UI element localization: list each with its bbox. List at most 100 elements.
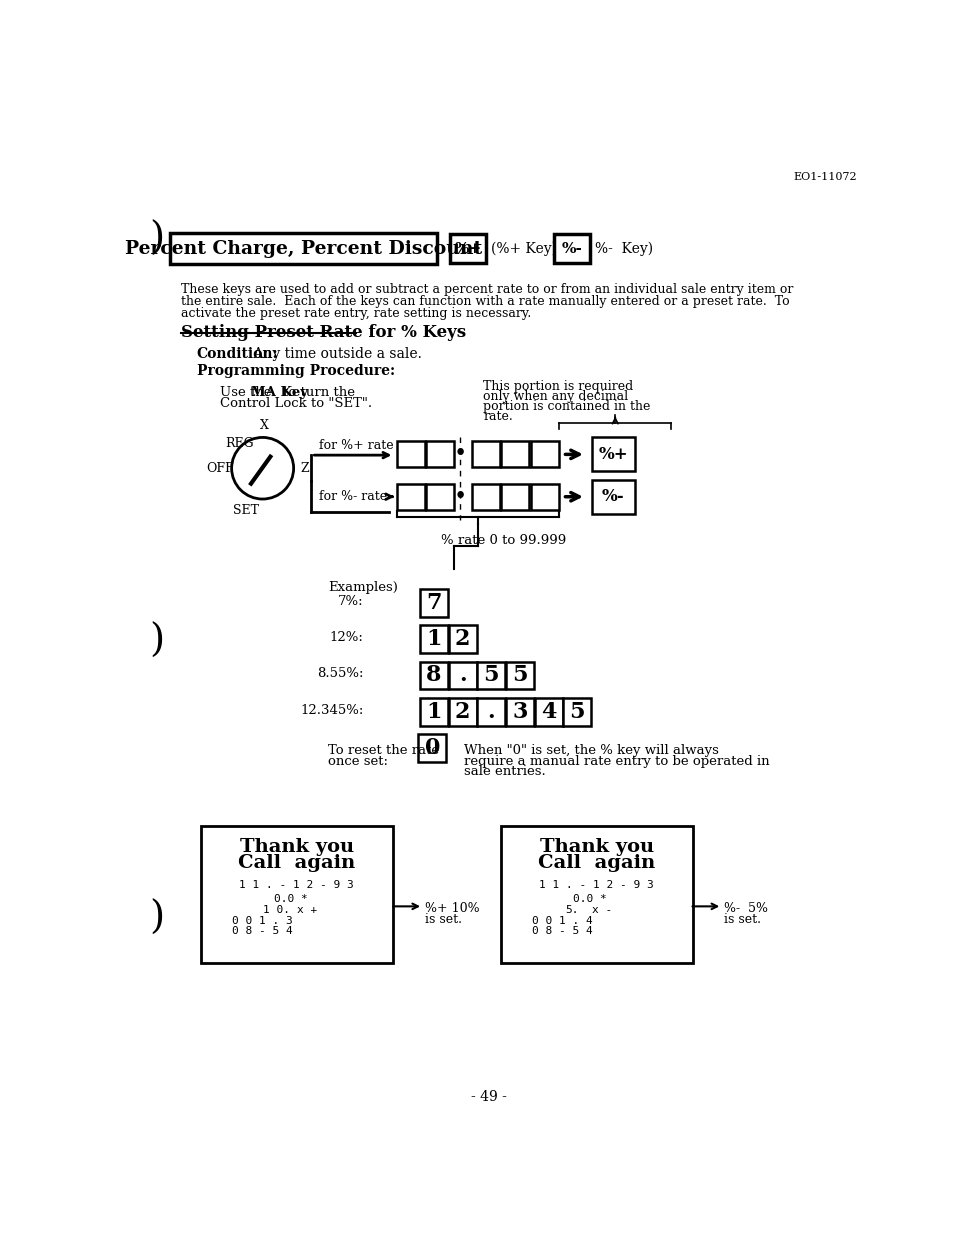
Bar [396, 483, 424, 509]
Bar [448, 626, 476, 653]
Text: To reset the rate: To reset the rate [328, 743, 439, 757]
Bar [419, 662, 447, 689]
Text: %-  Key): %- Key) [595, 242, 653, 256]
Bar [500, 441, 529, 467]
Bar [476, 699, 505, 726]
Text: 0 0 1 . 3: 0 0 1 . 3 [232, 916, 292, 926]
Text: 7: 7 [426, 592, 441, 615]
Text: EO1-11072: EO1-11072 [793, 172, 856, 182]
Text: 0 8 - 5 4: 0 8 - 5 4 [531, 927, 592, 937]
Text: %+: %+ [454, 242, 481, 255]
Text: 12%:: 12%: [329, 631, 363, 644]
Text: 3: 3 [512, 701, 527, 724]
Bar [418, 733, 446, 762]
Bar [592, 437, 634, 471]
Text: Examples): Examples) [328, 581, 398, 595]
Bar [396, 441, 424, 467]
Text: 7%:: 7%: [337, 595, 363, 608]
Text: Programming Procedure:: Programming Procedure: [196, 364, 395, 378]
Text: %-  5%: %- 5% [723, 902, 767, 914]
Bar [448, 699, 476, 726]
Text: This portion is required: This portion is required [483, 379, 633, 393]
Text: %+ 10%: %+ 10% [424, 902, 478, 914]
Text: 5: 5 [569, 701, 584, 724]
Text: activate the preset rate entry, rate setting is necessary.: activate the preset rate entry, rate set… [181, 306, 531, 320]
Text: 1 1 . - 1 2 - 9 3: 1 1 . - 1 2 - 9 3 [538, 880, 654, 890]
Text: only when any decimal: only when any decimal [483, 390, 628, 403]
Text: 0: 0 [424, 737, 439, 758]
Bar [426, 441, 454, 467]
Text: for %+ rate: for %+ rate [319, 439, 394, 452]
Text: When "0" is set, the % key will always: When "0" is set, the % key will always [464, 743, 719, 757]
Text: is set.: is set. [723, 912, 760, 926]
Text: Call  again: Call again [238, 854, 355, 872]
Text: ): ) [149, 623, 164, 660]
Text: %+: %+ [598, 446, 627, 463]
Text: 5: 5 [483, 664, 498, 686]
Text: Z: Z [300, 462, 309, 475]
Text: .: . [487, 701, 495, 724]
Bar [419, 699, 447, 726]
Text: - 49 -: - 49 - [471, 1089, 506, 1104]
Bar [500, 826, 692, 964]
Text: x -: x - [592, 904, 612, 914]
Text: portion is contained in the: portion is contained in the [483, 400, 650, 413]
Text: 2: 2 [455, 701, 470, 724]
Text: for %- rate: for %- rate [319, 491, 387, 503]
Bar [200, 826, 393, 964]
Text: sale entries.: sale entries. [464, 766, 545, 778]
Bar [472, 441, 499, 467]
Text: Call  again: Call again [537, 854, 655, 872]
FancyBboxPatch shape [450, 234, 485, 264]
Text: X: X [259, 419, 269, 432]
Text: SET: SET [233, 504, 258, 517]
Bar [472, 483, 499, 509]
Text: .: . [458, 664, 466, 686]
Text: to turn the: to turn the [278, 385, 355, 399]
Text: 1: 1 [426, 628, 441, 650]
Text: •: • [453, 486, 466, 508]
Text: %-: %- [601, 488, 624, 506]
Text: 1 0.: 1 0. [262, 904, 290, 914]
Bar [500, 483, 529, 509]
FancyBboxPatch shape [171, 233, 436, 264]
Text: REG: REG [225, 437, 253, 450]
Text: MA Key: MA Key [251, 385, 308, 399]
Text: These keys are used to add or subtract a percent rate to or from an individual s: These keys are used to add or subtract a… [181, 284, 793, 296]
Text: 1 1 . - 1 2 - 9 3: 1 1 . - 1 2 - 9 3 [239, 880, 354, 890]
Text: x +: x + [297, 904, 317, 914]
Text: %-: %- [560, 242, 581, 255]
Bar [476, 662, 505, 689]
Text: (%+ Key): (%+ Key) [491, 242, 557, 256]
Text: 2: 2 [455, 628, 470, 650]
Text: Percent Charge, Percent Discount: Percent Charge, Percent Discount [125, 240, 482, 258]
Text: once set:: once set: [328, 755, 388, 768]
Text: Setting Preset Rate for % Keys: Setting Preset Rate for % Keys [181, 325, 466, 341]
Text: Use the: Use the [220, 385, 275, 399]
Text: 0.0 *: 0.0 * [274, 895, 308, 904]
Bar [530, 441, 558, 467]
Text: Condition:: Condition: [196, 347, 278, 362]
Text: 8: 8 [426, 664, 441, 686]
Bar [448, 662, 476, 689]
Text: 5.: 5. [564, 904, 578, 914]
Bar [534, 699, 562, 726]
Bar [505, 699, 534, 726]
Text: 0 8 - 5 4: 0 8 - 5 4 [232, 927, 292, 937]
Text: rate.: rate. [483, 410, 513, 424]
Text: 4: 4 [540, 701, 556, 724]
Bar [530, 483, 558, 509]
Text: 0.0 *: 0.0 * [572, 895, 606, 904]
Bar [419, 589, 447, 617]
Bar [419, 626, 447, 653]
Bar [426, 483, 454, 509]
Text: Thank you: Thank you [239, 838, 354, 856]
Text: the entire sale.  Each of the keys can function with a rate manually entered or : the entire sale. Each of the keys can fu… [181, 295, 789, 309]
Text: 5: 5 [512, 664, 527, 686]
Text: OFF: OFF [206, 462, 233, 475]
Text: is set.: is set. [424, 912, 461, 926]
FancyBboxPatch shape [554, 234, 589, 264]
Text: Any time outside a sale.: Any time outside a sale. [249, 347, 422, 362]
Text: ): ) [149, 221, 164, 258]
Text: •: • [453, 444, 466, 466]
